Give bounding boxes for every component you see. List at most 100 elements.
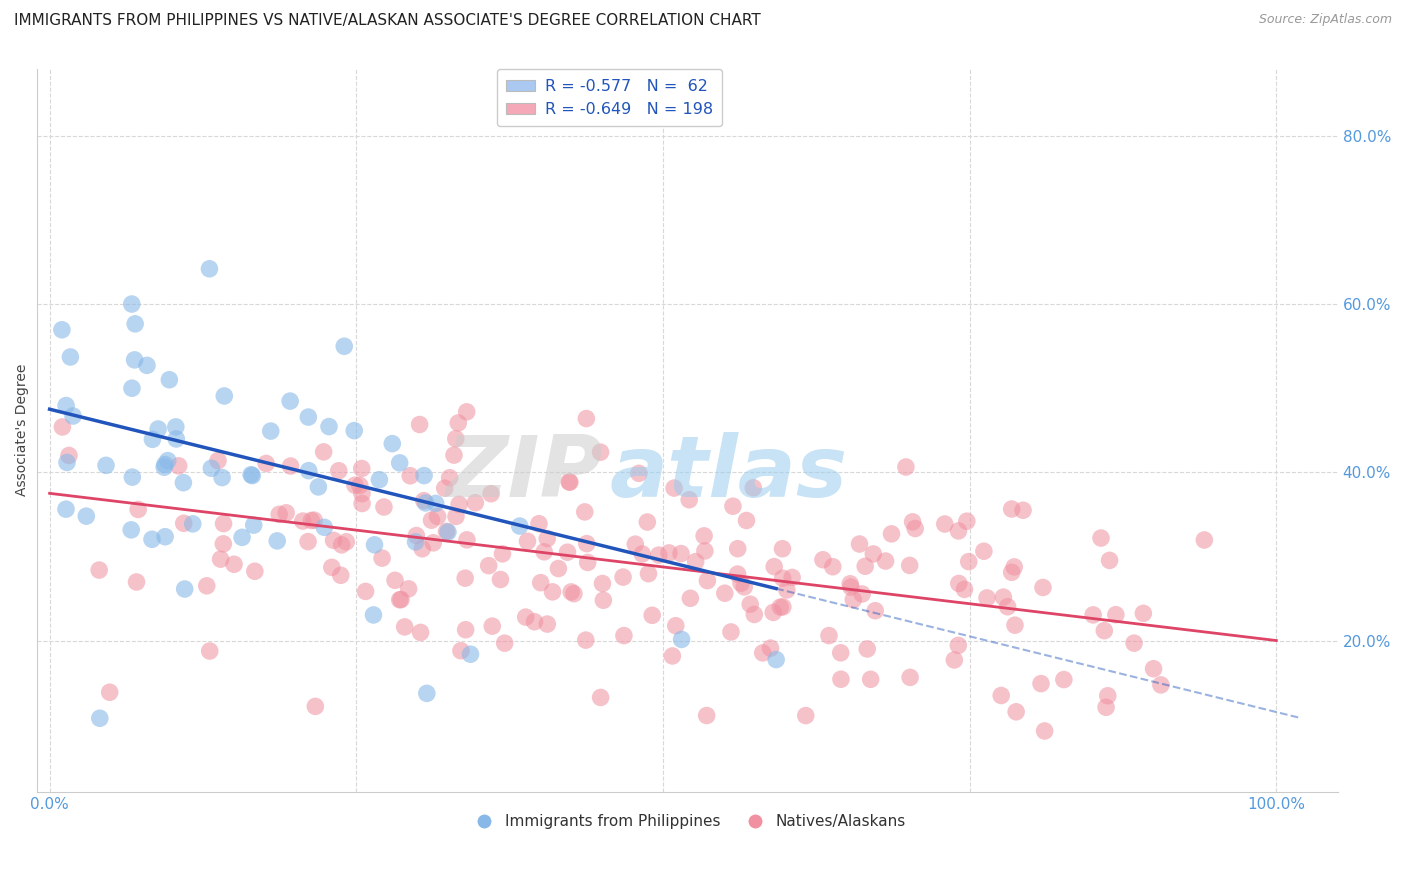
Point <box>456 533 478 547</box>
Point <box>394 620 416 634</box>
Point <box>425 496 447 510</box>
Point <box>547 561 569 575</box>
Point <box>439 471 461 485</box>
Point <box>780 570 803 584</box>
Point <box>589 690 612 705</box>
Point <box>678 492 700 507</box>
Point <box>558 475 581 489</box>
Point <box>576 556 599 570</box>
Point <box>481 619 503 633</box>
Point <box>880 527 903 541</box>
Point <box>214 389 236 403</box>
Point <box>541 585 564 599</box>
Point <box>641 608 664 623</box>
Point <box>363 607 385 622</box>
Point <box>444 509 467 524</box>
Point <box>56 455 79 469</box>
Text: atlas: atlas <box>609 432 848 516</box>
Point <box>260 424 283 438</box>
Point <box>200 461 222 475</box>
Point <box>328 464 350 478</box>
Point <box>464 496 486 510</box>
Point <box>742 607 765 622</box>
Point <box>494 636 516 650</box>
Point <box>934 516 956 531</box>
Point <box>276 506 298 520</box>
Point <box>173 516 195 531</box>
Point <box>51 323 73 337</box>
Point <box>997 599 1019 614</box>
Point <box>772 571 794 585</box>
Text: IMMIGRANTS FROM PHILIPPINES VS NATIVE/ALASKAN ASSOCIATE'S DEGREE CORRELATION CHA: IMMIGRANTS FROM PHILIPPINES VS NATIVE/AL… <box>14 13 761 29</box>
Point <box>533 545 555 559</box>
Point <box>211 470 233 484</box>
Point <box>516 534 538 549</box>
Point <box>416 686 439 700</box>
Point <box>127 502 149 516</box>
Point <box>693 529 716 543</box>
Point <box>373 500 395 514</box>
Point <box>350 487 373 501</box>
Point <box>523 615 546 629</box>
Point <box>948 524 970 538</box>
Point <box>592 576 614 591</box>
Point <box>240 467 263 482</box>
Point <box>1090 531 1112 545</box>
Point <box>55 399 77 413</box>
Point <box>124 352 146 367</box>
Point <box>447 416 470 430</box>
Point <box>121 381 143 395</box>
Point <box>759 641 782 656</box>
Point <box>713 586 735 600</box>
Point <box>59 350 82 364</box>
Point <box>124 317 146 331</box>
Point <box>727 541 749 556</box>
Point <box>330 538 353 552</box>
Point <box>627 467 650 481</box>
Point <box>409 625 432 640</box>
Point <box>399 468 422 483</box>
Point <box>146 422 169 436</box>
Point <box>62 409 84 423</box>
Point <box>318 419 340 434</box>
Point <box>863 604 886 618</box>
Point <box>515 610 537 624</box>
Point <box>1194 533 1216 547</box>
Point <box>172 475 194 490</box>
Point <box>280 458 302 473</box>
Point <box>658 546 681 560</box>
Point <box>242 518 264 533</box>
Point <box>762 606 785 620</box>
Point <box>536 532 558 546</box>
Point <box>181 516 204 531</box>
Point <box>898 558 921 573</box>
Point <box>1105 607 1128 622</box>
Point <box>443 448 465 462</box>
Point <box>125 574 148 589</box>
Point <box>304 699 326 714</box>
Point <box>167 458 190 473</box>
Point <box>661 648 683 663</box>
Point <box>411 541 433 556</box>
Point <box>75 509 97 524</box>
Point <box>957 555 980 569</box>
Point <box>811 553 834 567</box>
Point <box>398 582 420 596</box>
Point <box>141 533 163 547</box>
Point <box>859 673 882 687</box>
Point <box>371 551 394 566</box>
Point <box>733 580 755 594</box>
Point <box>121 297 143 311</box>
Point <box>631 547 654 561</box>
Point <box>156 453 179 467</box>
Y-axis label: Associate's Degree: Associate's Degree <box>15 364 30 497</box>
Point <box>742 481 765 495</box>
Point <box>898 670 921 684</box>
Point <box>58 449 80 463</box>
Point <box>612 570 634 584</box>
Point <box>636 515 658 529</box>
Point <box>1029 676 1052 690</box>
Point <box>436 524 458 539</box>
Point <box>1001 502 1024 516</box>
Point <box>491 547 513 561</box>
